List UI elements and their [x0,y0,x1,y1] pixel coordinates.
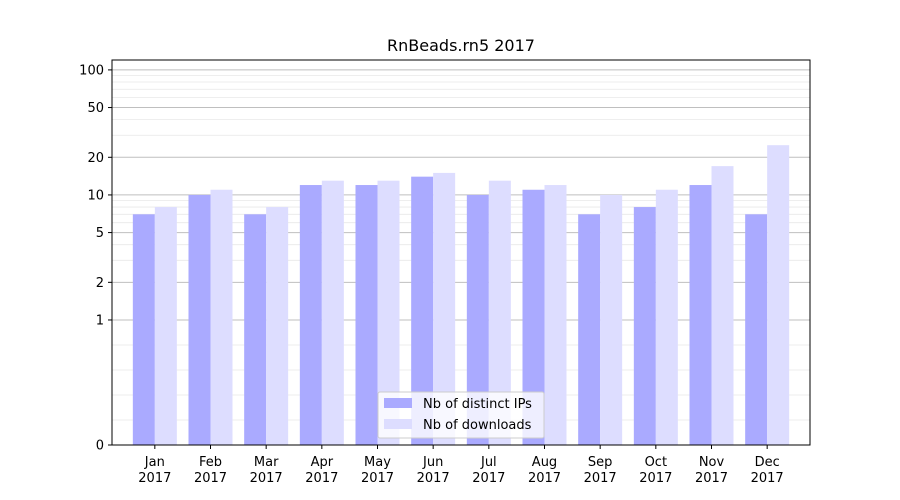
legend-swatch-ips [384,398,412,408]
plot-frame [111,59,811,446]
bar-ips [411,176,434,445]
legend-box [377,391,545,439]
x-tick-label-year: 2017 [639,471,672,486]
bar-downloads [488,180,511,445]
y-tick-label: 1 [96,313,104,328]
x-tick-label-year: 2017 [138,471,171,486]
legend-label-downloads: Nb of downloads [423,418,532,433]
y-tick-label: 5 [96,226,104,241]
bar-ips [578,214,601,445]
x-tick-label-month: Jan [144,455,165,470]
bar-ips [188,194,211,445]
y-tick-label: 50 [87,101,104,116]
y-tick-label: 100 [79,63,104,78]
x-tick-label-year: 2017 [751,471,784,486]
bar-ips [299,185,322,445]
bar-downloads [154,207,177,445]
bar-downloads [767,145,790,445]
bar-downloads [433,172,456,445]
x-tick-label-year: 2017 [361,471,394,486]
bar-downloads [210,189,233,445]
x-tick-label-year: 2017 [472,471,505,486]
legend-label-ips: Nb of distinct IPs [423,397,532,412]
bar-ips [745,214,768,445]
bar-downloads [544,185,567,445]
legend: Nb of distinct IPs Nb of downloads [377,391,545,439]
x-tick-label-year: 2017 [584,471,617,486]
bar-downloads [266,207,289,445]
x-tick-label-month: Jun [422,455,443,470]
legend-swatch-downloads [384,419,412,429]
x-tick-label-month: Feb [199,455,222,470]
x-tick-label-month: Nov [699,455,725,470]
x-tick-label-month: Apr [311,455,334,470]
x-tick-label-year: 2017 [528,471,561,486]
x-tick-label-year: 2017 [417,471,450,486]
x-tick-label-month: Mar [254,455,279,470]
y-tick-label: 0 [96,439,104,454]
bar-downloads [600,194,623,445]
bar-downloads [321,180,344,445]
x-tick-label-year: 2017 [250,471,283,486]
bar-ips [244,214,267,445]
y-axis: 0 1 2 5 10 20 50 100 [79,63,112,454]
bar-ips [355,185,378,445]
x-tick-label-month: Dec [755,455,780,470]
x-tick-label-month: Jul [480,455,497,470]
bar-downloads [377,180,400,445]
bars [132,145,790,445]
bar-downloads [711,166,734,445]
x-tick-label-year: 2017 [305,471,338,486]
bar-downloads [655,189,678,445]
x-tick-label-month: Oct [645,455,667,470]
y-tick-label: 10 [87,188,104,203]
chart-title: RnBeads.rn5 2017 [387,36,535,55]
bar-ips [466,194,489,445]
x-tick-label-year: 2017 [194,471,227,486]
x-tick-label-month: May [364,455,391,470]
x-tick-label-year: 2017 [695,471,728,486]
y-tick-label: 20 [87,151,104,166]
x-tick-label-month: Sep [588,455,613,470]
bar-ips [522,189,545,445]
bar-ips [633,207,656,445]
bar-ips [132,214,155,445]
bar-ips [689,185,712,445]
y-tick-label: 2 [96,276,104,291]
x-axis: Jan2017Feb2017Mar2017Apr2017May2017Jun20… [138,445,784,486]
x-tick-label-month: Aug [532,455,557,470]
